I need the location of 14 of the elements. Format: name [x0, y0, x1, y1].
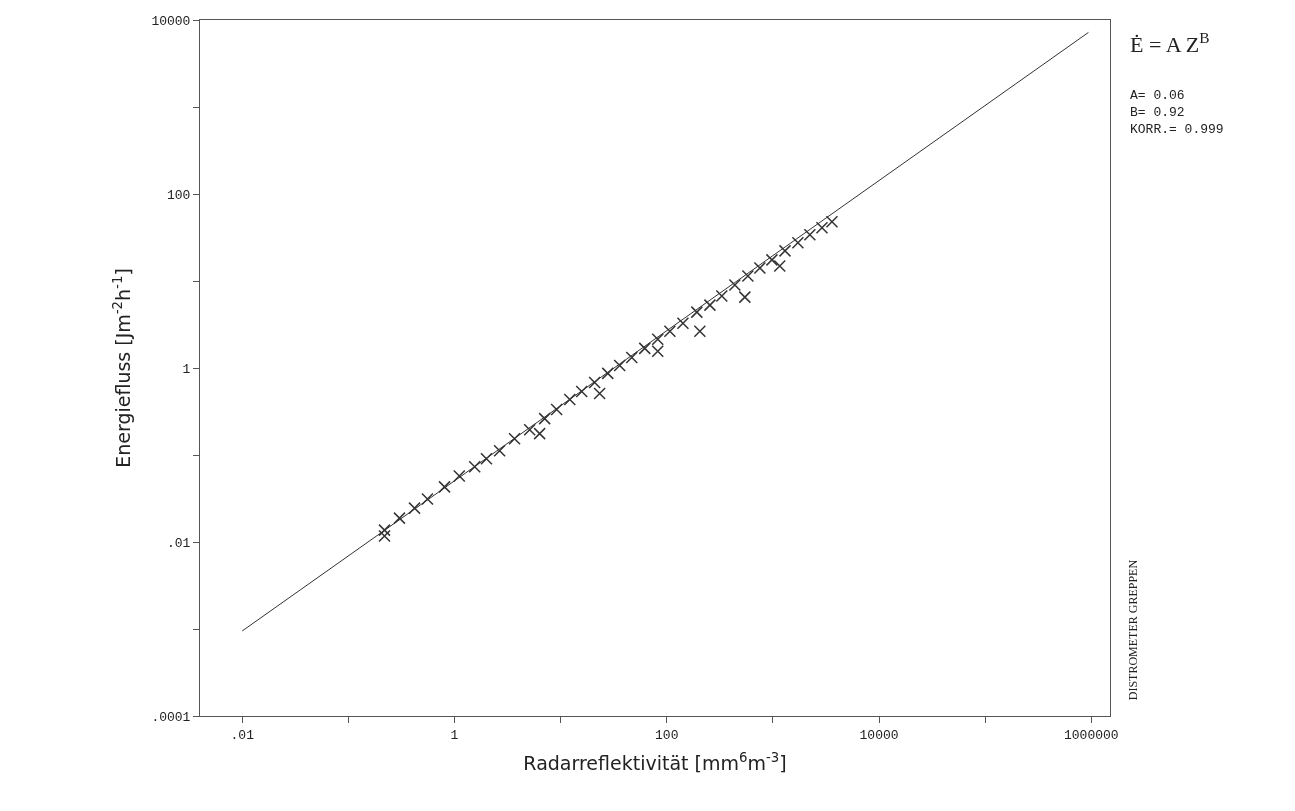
- y-tick-label: .0001: [151, 709, 191, 725]
- text: DISTROMETER GREPPEN: [1126, 559, 1141, 701]
- x-tick-label: 1: [450, 727, 459, 743]
- y-tick-label: .01: [166, 535, 191, 551]
- x-tick-label: 100: [655, 727, 679, 743]
- y-tick-label: 10000: [151, 13, 191, 29]
- text: Ė = A Z$^{B}$: [1130, 29, 1210, 58]
- x-tick-label: 1000000: [1064, 727, 1119, 743]
- text: A= 0.06 B= 0.92 KORR.= 0.999: [1130, 88, 1224, 137]
- y-tick-label: 100: [166, 187, 191, 203]
- x-tick-label: 10000: [859, 727, 899, 743]
- x-tick-label: .01: [230, 727, 255, 743]
- x-axis-title: Radarreflektivität [mm$^{6}$m$^{-3}$]: [523, 750, 787, 775]
- y-tick-label: 1: [182, 361, 191, 377]
